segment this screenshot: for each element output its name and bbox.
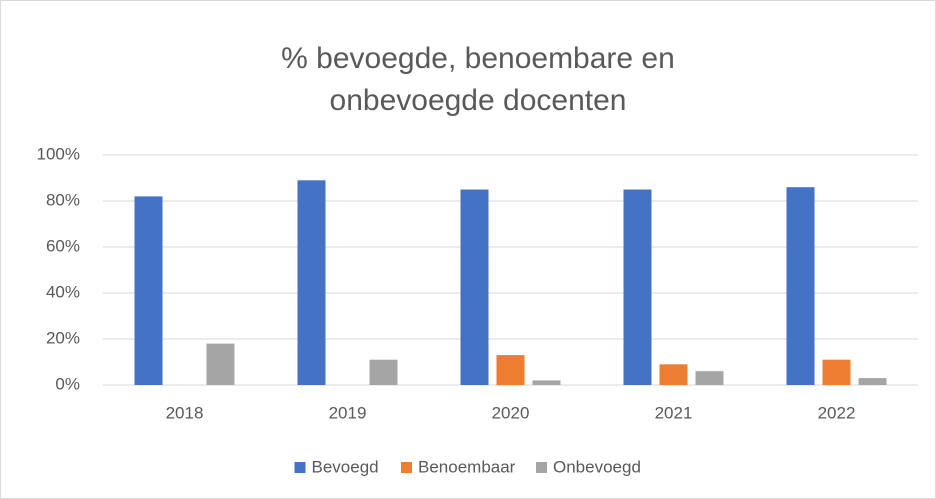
bar	[460, 189, 489, 385]
y-tick-label: 0%	[55, 374, 80, 393]
y-tick-label: 60%	[46, 236, 80, 255]
bar	[206, 343, 235, 385]
chart-title: % bevoegde, benoembare en	[281, 42, 675, 75]
x-tick-label: 2021	[655, 403, 693, 422]
x-tick-label: 2019	[329, 403, 367, 422]
y-tick-label: 40%	[46, 282, 80, 301]
bar	[695, 371, 724, 385]
legend-label: Bevoegd	[312, 457, 379, 476]
y-tick-label: 100%	[37, 144, 80, 163]
bar	[496, 355, 525, 385]
legend-swatch	[294, 462, 306, 473]
x-tick-label: 2018	[166, 403, 204, 422]
x-tick-label: 2020	[492, 403, 530, 422]
legend-swatch	[401, 462, 412, 473]
bar	[297, 180, 326, 385]
legend-swatch	[536, 462, 547, 473]
bar	[532, 380, 561, 385]
bar	[134, 196, 163, 385]
legend-label: Benoembaar	[418, 457, 516, 476]
bar	[786, 187, 815, 385]
legend-label: Onbevoegd	[553, 457, 641, 476]
bar	[822, 359, 851, 385]
y-tick-label: 20%	[46, 328, 80, 347]
x-tick-label: 2022	[818, 403, 856, 422]
bar	[369, 359, 398, 385]
y-tick-label: 80%	[46, 190, 80, 209]
bar	[659, 364, 688, 385]
bar	[623, 189, 652, 385]
chart-title: onbevoegde docenten	[330, 84, 627, 117]
bar	[858, 378, 887, 385]
